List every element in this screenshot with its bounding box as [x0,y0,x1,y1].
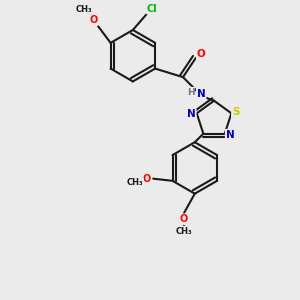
Text: Cl: Cl [147,4,158,14]
Text: N: N [197,89,206,99]
Text: H: H [187,88,194,97]
Text: O: O [197,49,206,58]
Text: CH₃: CH₃ [176,227,192,236]
Text: O: O [143,174,151,184]
Text: O: O [180,214,188,224]
Text: CH₃: CH₃ [76,5,92,14]
Text: CH₃: CH₃ [127,178,143,188]
Text: O: O [89,15,98,26]
Text: N: N [187,110,196,119]
Text: N: N [226,130,235,140]
Text: S: S [232,107,239,117]
